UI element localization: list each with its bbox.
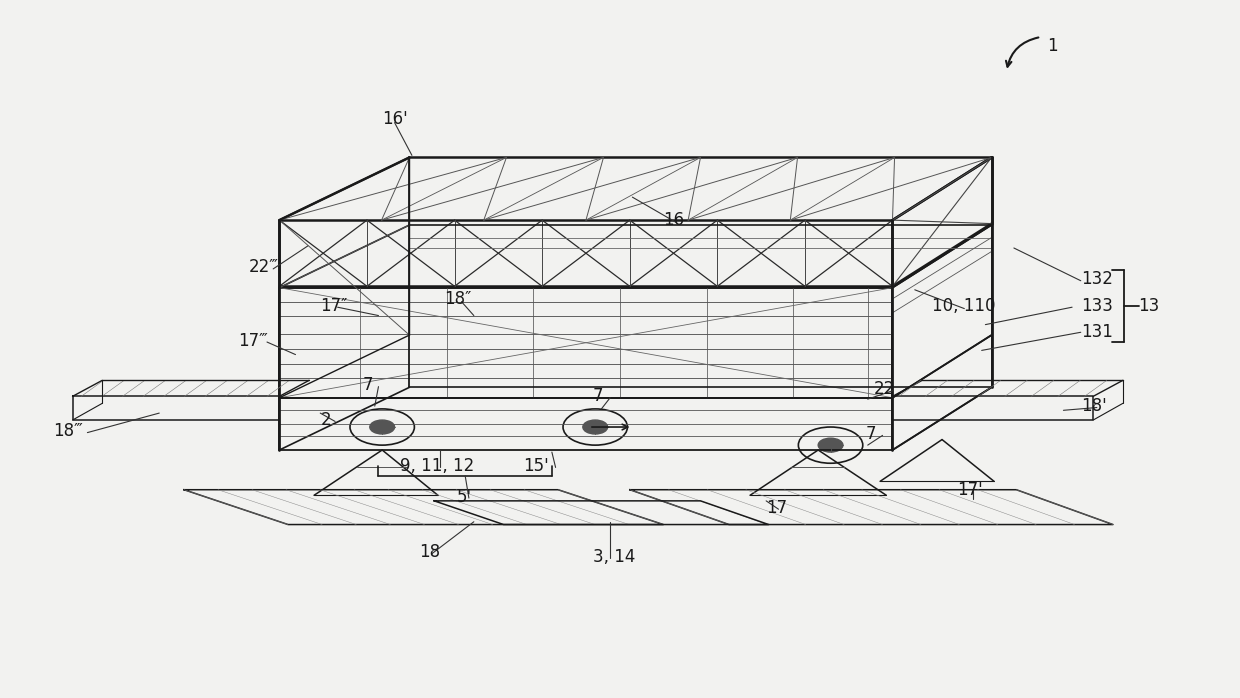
- Text: 18″: 18″: [444, 290, 471, 308]
- Text: 7: 7: [362, 376, 373, 394]
- Circle shape: [583, 420, 608, 434]
- Circle shape: [818, 438, 843, 452]
- Text: 18: 18: [419, 544, 440, 561]
- Text: 22: 22: [874, 380, 895, 399]
- Text: 7: 7: [866, 425, 875, 443]
- Text: 131: 131: [1081, 323, 1112, 341]
- Text: 13: 13: [1138, 297, 1159, 315]
- Text: 9, 11, 12: 9, 11, 12: [399, 457, 474, 475]
- Text: 15': 15': [523, 457, 549, 475]
- Text: 16': 16': [382, 110, 408, 128]
- Text: 3, 14: 3, 14: [593, 548, 635, 565]
- Text: 7: 7: [593, 387, 603, 406]
- Text: 17: 17: [766, 499, 787, 517]
- Text: 22‴: 22‴: [248, 258, 278, 276]
- Text: 17″: 17″: [320, 297, 347, 315]
- Text: 2: 2: [320, 411, 331, 429]
- Text: 5': 5': [456, 488, 471, 505]
- Text: 17‴: 17‴: [238, 332, 268, 350]
- Text: 18': 18': [1081, 397, 1106, 415]
- Text: 18‴: 18‴: [53, 422, 83, 440]
- Circle shape: [370, 420, 394, 434]
- Text: 10, 110: 10, 110: [932, 297, 996, 315]
- Text: 16: 16: [663, 211, 684, 229]
- Text: 17': 17': [957, 481, 982, 498]
- Text: 133: 133: [1081, 297, 1112, 315]
- Text: 1: 1: [1048, 37, 1058, 55]
- Text: 132: 132: [1081, 270, 1112, 288]
